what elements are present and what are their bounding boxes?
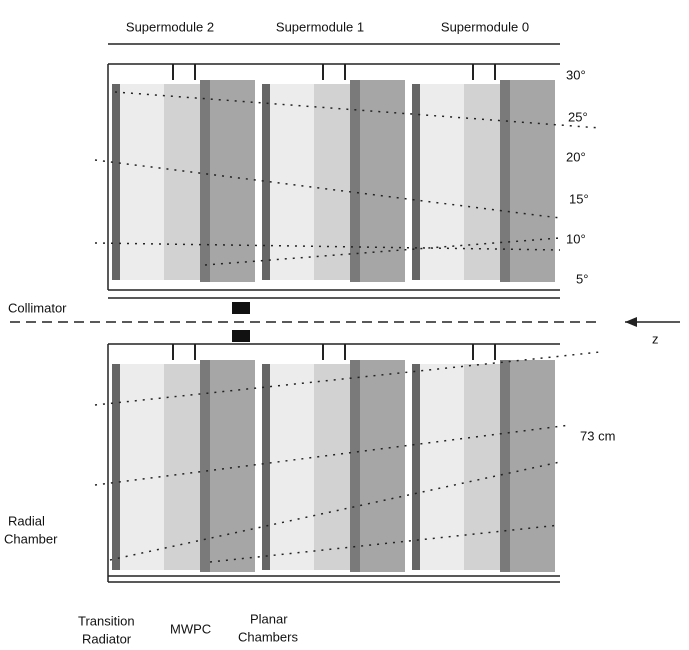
supermodule-label: Supermodule 1 [276,19,364,34]
transition-radiator [120,84,164,280]
mwpc [500,80,510,282]
beam-axis-label: z [652,331,659,346]
modules [112,64,555,572]
support [472,64,474,80]
transition-radiator [314,364,350,570]
transition-radiator [164,84,200,280]
angle-label: 10° [566,231,586,246]
support [194,344,196,360]
support [494,64,496,80]
mwpc [200,360,210,572]
support [194,64,196,80]
transition-radiator [420,84,464,280]
radial-chamber-label: Radial [8,513,45,528]
planar-chamber [510,80,555,282]
radial-chamber [262,364,270,570]
transition-radiator-label: Transition [78,613,135,628]
transition-radiator [120,364,164,570]
transition-radiator-label: Radiator [82,631,132,646]
support [172,64,174,80]
transition-radiator [164,364,200,570]
collimator-label: Collimator [8,300,67,315]
support [494,344,496,360]
support [322,64,324,80]
radial-chamber [112,364,120,570]
radial-chamber [412,84,420,280]
mwpc [200,80,210,282]
radial-chamber [112,84,120,280]
angle-label: 20° [566,149,586,164]
support [472,344,474,360]
support [172,344,174,360]
support [344,64,346,80]
collimator-block [232,302,250,314]
radius-label: 73 cm [580,428,615,443]
angle-label: 25° [568,109,588,124]
support [322,344,324,360]
mwpc [500,360,510,572]
angle-label: 5° [576,271,588,286]
angle-label: 15° [569,191,589,206]
transition-radiator [314,84,350,280]
support [344,344,346,360]
radial-chamber-label: Chamber [4,531,58,546]
radial-chamber [262,84,270,280]
transition-radiator [464,364,500,570]
transition-radiator [270,84,314,280]
radial-chamber [412,364,420,570]
planar-chambers-label: Planar [250,611,288,626]
planar-chamber [210,360,255,572]
angle-label: 30° [566,67,586,82]
transition-radiator [270,364,314,570]
planar-chamber [210,80,255,282]
detector-diagram: Supermodule 2 Supermodule 1 Supermodule … [0,0,689,650]
mwpc [350,360,360,572]
planar-chambers-label: Chambers [238,629,298,644]
supermodule-label: Supermodule 0 [441,19,529,34]
planar-chamber [510,360,555,572]
collimator-block [232,330,250,342]
beam-arrowhead [625,317,637,327]
transition-radiator [464,84,500,280]
mwpc-label: MWPC [170,621,211,636]
supermodule-label: Supermodule 2 [126,19,214,34]
planar-chamber [360,360,405,572]
